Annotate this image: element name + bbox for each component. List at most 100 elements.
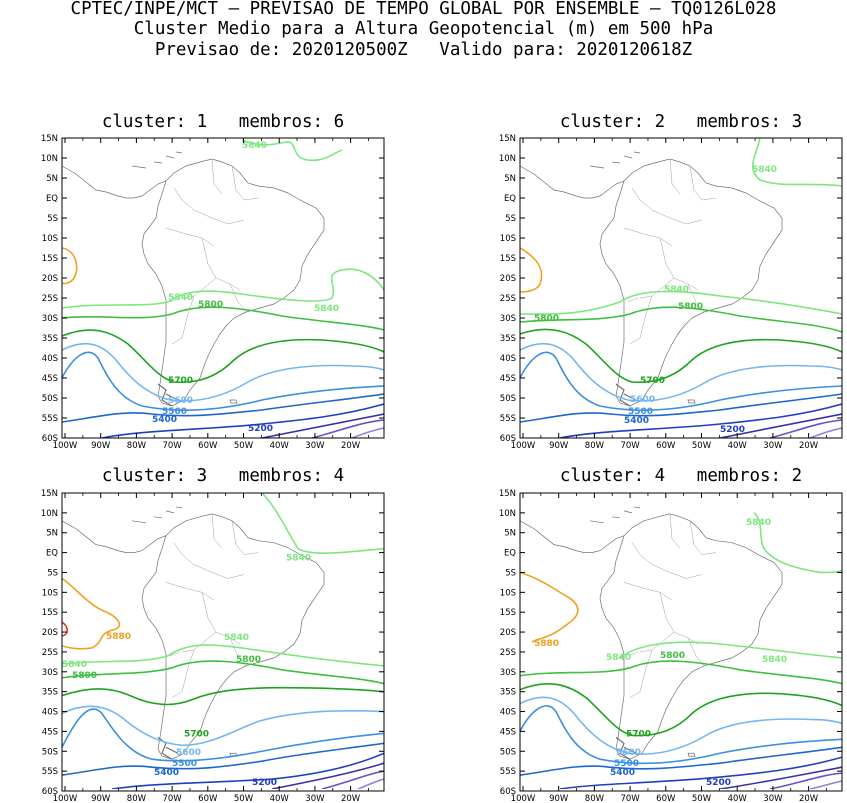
contour-line bbox=[357, 778, 384, 790]
lat-tick-label: 15N bbox=[41, 489, 58, 499]
map-frame bbox=[519, 137, 843, 439]
lat-tick-label: 60S bbox=[42, 787, 58, 797]
caribbean-islands bbox=[131, 506, 183, 524]
lon-tick-label: 80W bbox=[585, 794, 605, 803]
contour-label: 5840 bbox=[286, 554, 311, 564]
contour-line bbox=[520, 682, 842, 737]
lat-tick-label: 55S bbox=[500, 767, 516, 777]
lat-tick-label: 50S bbox=[42, 747, 58, 757]
lon-tick-label: 50W bbox=[234, 794, 254, 803]
lon-tick-label: 20W bbox=[799, 794, 819, 803]
contour-line bbox=[261, 413, 384, 438]
contour-line bbox=[62, 742, 384, 776]
contour-line bbox=[62, 705, 384, 747]
lat-tick-label: 50S bbox=[42, 394, 58, 404]
central-america-coastline bbox=[520, 520, 625, 553]
contour-line bbox=[62, 329, 384, 384]
lon-tick-label: 60W bbox=[198, 794, 218, 803]
contour-line bbox=[809, 427, 842, 438]
lon-tick-label: 40W bbox=[728, 794, 748, 803]
contour-line bbox=[62, 708, 384, 762]
contour-label: 5500 bbox=[614, 759, 639, 769]
contour-line bbox=[520, 342, 842, 402]
contour-line bbox=[261, 493, 384, 554]
contour-label: 5800 bbox=[678, 302, 703, 312]
lat-tick-label: 45S bbox=[500, 374, 516, 384]
south-america-coastline bbox=[599, 158, 783, 407]
lat-tick-label: 50S bbox=[500, 394, 516, 404]
patagonia-islands bbox=[157, 736, 179, 760]
lon-tick-label: 70W bbox=[162, 441, 182, 451]
lat-tick-label: 25S bbox=[42, 648, 58, 658]
lat-tick-label: 50S bbox=[500, 747, 516, 757]
lat-tick-label: 25S bbox=[500, 294, 516, 304]
contour-line bbox=[619, 641, 842, 659]
contour-line bbox=[111, 752, 384, 790]
lat-tick-label: 20S bbox=[42, 628, 58, 638]
lat-tick-label: 10S bbox=[42, 234, 58, 244]
lat-tick-label: 30S bbox=[500, 314, 516, 324]
contour-line bbox=[62, 342, 384, 402]
contour-label: 5840 bbox=[314, 304, 339, 314]
lon-tick-label: 50W bbox=[692, 794, 712, 803]
map-content bbox=[62, 493, 384, 790]
lat-tick-label: 10S bbox=[500, 234, 516, 244]
lat-tick-label: 15N bbox=[499, 134, 516, 144]
lat-tick-label: 30S bbox=[42, 668, 58, 678]
contour-label: 5400 bbox=[624, 416, 649, 426]
map-frame bbox=[61, 137, 385, 439]
map-content bbox=[520, 138, 842, 438]
contour-label: 5400 bbox=[154, 768, 179, 778]
country-borders bbox=[165, 514, 259, 698]
lat-tick-label: 15S bbox=[42, 608, 58, 618]
central-america-coastline bbox=[62, 520, 167, 553]
lon-tick-label: 100W bbox=[53, 794, 78, 803]
country-borders bbox=[623, 159, 717, 345]
lon-tick-label: 90W bbox=[91, 441, 111, 451]
lat-tick-label: 15S bbox=[500, 254, 516, 264]
contour-line bbox=[62, 247, 78, 285]
contour-line bbox=[520, 290, 842, 315]
caribbean-islands bbox=[131, 151, 183, 169]
lat-tick-label: EQ bbox=[504, 549, 516, 559]
lat-tick-label: 5N bbox=[504, 174, 516, 184]
lon-tick-label: 100W bbox=[53, 441, 78, 451]
patagonia-islands bbox=[157, 383, 179, 407]
lon-tick-label: 100W bbox=[511, 441, 536, 451]
lat-tick-label: 10N bbox=[41, 154, 58, 164]
contour-line bbox=[241, 139, 343, 162]
lat-tick-label: 35S bbox=[500, 334, 516, 344]
lat-tick-label: 10N bbox=[499, 154, 516, 164]
contour-label: 5840 bbox=[762, 655, 787, 665]
contour-label: 5600 bbox=[168, 396, 193, 406]
contour-label: 5840 bbox=[224, 633, 249, 643]
contour-label: 5800 bbox=[534, 314, 559, 324]
lon-tick-label: 20W bbox=[341, 441, 361, 451]
contour-label: 5840 bbox=[746, 518, 771, 528]
lat-tick-label: 10S bbox=[500, 588, 516, 598]
contour-line bbox=[62, 351, 384, 412]
panel-4-title: cluster: 4 membros: 2 bbox=[559, 466, 803, 486]
lat-tick-label: 35S bbox=[42, 688, 58, 698]
contour-label: 5840 bbox=[664, 285, 689, 295]
lon-tick-label: 30W bbox=[763, 794, 783, 803]
contour-label: 5800 bbox=[198, 300, 223, 310]
lat-tick-label: 10S bbox=[42, 588, 58, 598]
contour-line bbox=[751, 138, 842, 187]
contour-line bbox=[520, 660, 842, 685]
contour-label: 5880 bbox=[106, 632, 131, 642]
lat-tick-label: 40S bbox=[42, 708, 58, 718]
contour-line bbox=[520, 247, 543, 293]
lon-tick-label: 90W bbox=[549, 794, 569, 803]
lat-tick-label: EQ bbox=[504, 194, 516, 204]
lat-tick-label: 55S bbox=[500, 414, 516, 424]
contour-line bbox=[809, 780, 842, 790]
contour-label: 5500 bbox=[162, 407, 187, 417]
caribbean-islands bbox=[589, 151, 641, 169]
contour-label: 5840 bbox=[606, 653, 631, 663]
contour-line bbox=[520, 696, 842, 755]
lat-tick-label: 15N bbox=[499, 489, 516, 499]
